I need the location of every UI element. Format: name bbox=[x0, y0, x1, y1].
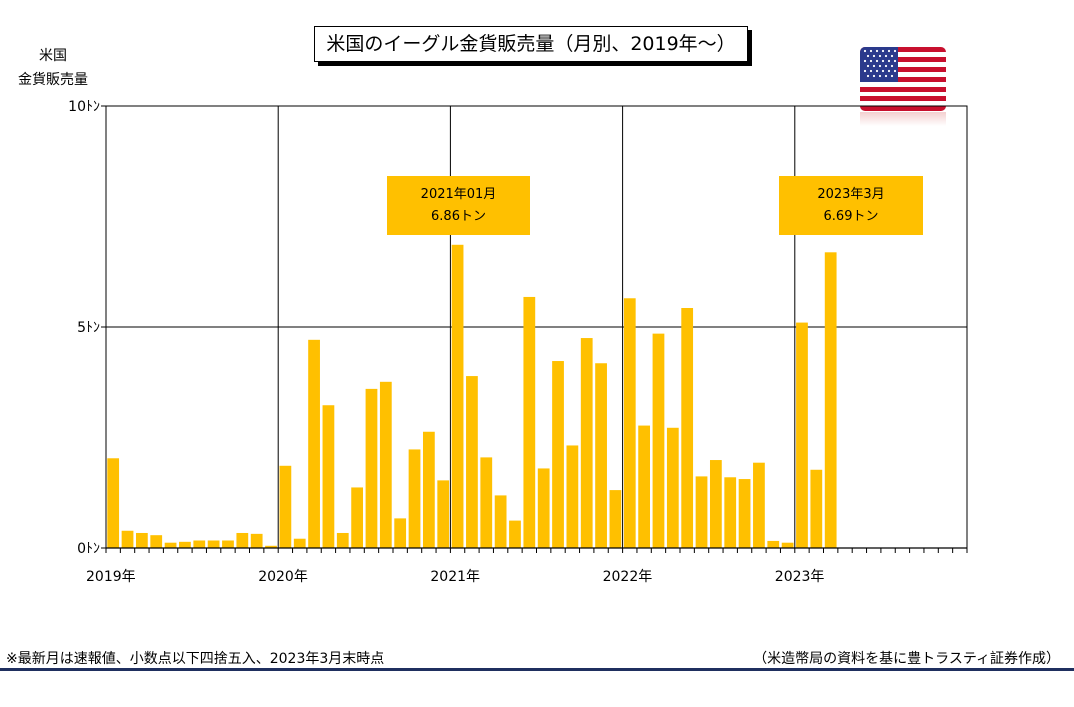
bar bbox=[480, 457, 493, 548]
bar bbox=[566, 445, 579, 548]
y-axis-label-line2: 金貨販売量 bbox=[18, 72, 88, 88]
bar bbox=[150, 535, 163, 548]
bar bbox=[107, 458, 120, 548]
us-flag-icon bbox=[860, 47, 946, 111]
bar bbox=[408, 449, 421, 548]
bar bbox=[336, 532, 349, 548]
x-tick-label: 2021年 bbox=[430, 569, 480, 585]
callout-2023-03: 2023年3月 6.69トン bbox=[779, 176, 923, 235]
x-tick-label: 2022年 bbox=[603, 569, 653, 585]
bar bbox=[193, 540, 206, 548]
bar bbox=[824, 252, 837, 548]
bar bbox=[437, 480, 450, 548]
bar bbox=[537, 468, 550, 548]
bar bbox=[595, 363, 607, 548]
bar bbox=[422, 431, 435, 548]
bar bbox=[796, 322, 808, 548]
bar bbox=[207, 540, 220, 548]
bar bbox=[695, 476, 708, 548]
footer-divider bbox=[0, 668, 1074, 671]
y-axis-label: 米国 金貨販売量 bbox=[8, 44, 98, 92]
bar bbox=[494, 495, 507, 548]
bar bbox=[179, 541, 191, 548]
flag-reflection bbox=[860, 112, 946, 126]
bar bbox=[379, 381, 392, 548]
bar bbox=[580, 338, 593, 548]
callout-2021-01: 2021年01月 6.86トン bbox=[387, 176, 530, 235]
bar bbox=[135, 532, 148, 548]
y-tick-label: 5ﾄﾝ bbox=[77, 320, 100, 336]
bar bbox=[222, 540, 234, 548]
callout-1-line1: 2021年01月 bbox=[420, 187, 497, 202]
bar bbox=[308, 339, 320, 548]
bar bbox=[365, 388, 378, 548]
bar bbox=[552, 361, 564, 548]
bar bbox=[709, 460, 722, 548]
footnote: ※最新月は速報値、小数点以下四捨五入、2023年3月末時点 bbox=[6, 651, 385, 667]
bar bbox=[738, 479, 751, 548]
chart-title: 米国のイーグル金貨販売量（月別、2019年～） bbox=[314, 26, 748, 62]
y-tick-label: 10ﾄﾝ bbox=[68, 99, 100, 115]
bar bbox=[236, 532, 249, 548]
bar bbox=[351, 487, 364, 548]
callout-1-line2: 6.86トン bbox=[431, 209, 486, 224]
bar bbox=[781, 542, 794, 548]
bar bbox=[466, 376, 478, 548]
bar bbox=[681, 307, 694, 548]
bar bbox=[523, 296, 536, 548]
bar bbox=[250, 533, 263, 548]
bar bbox=[451, 244, 464, 548]
x-tick-label: 2020年 bbox=[258, 569, 308, 585]
bar bbox=[810, 469, 823, 548]
bar bbox=[279, 465, 292, 548]
bar bbox=[609, 490, 622, 548]
y-tick-label: 0ﾄﾝ bbox=[77, 541, 100, 557]
bar bbox=[666, 427, 679, 548]
callout-2-line2: 6.69トン bbox=[823, 209, 879, 224]
x-tick-label: 2019年 bbox=[86, 569, 136, 585]
bar bbox=[652, 333, 665, 548]
bar bbox=[753, 462, 765, 548]
bar bbox=[394, 518, 407, 548]
source-note: （米造幣局の資料を基に豊トラスティ証券作成） bbox=[753, 651, 1060, 667]
bar bbox=[767, 540, 780, 548]
bar bbox=[265, 545, 277, 548]
callout-2-line1: 2023年3月 bbox=[817, 187, 885, 202]
bar bbox=[623, 298, 636, 548]
bar bbox=[293, 538, 306, 548]
bar bbox=[322, 405, 335, 548]
x-tick-label: 2023年 bbox=[775, 569, 825, 585]
y-axis-label-line1: 米国 bbox=[39, 48, 67, 64]
bar bbox=[724, 477, 737, 548]
bar bbox=[121, 530, 134, 548]
bar bbox=[164, 542, 177, 548]
bar bbox=[638, 425, 651, 548]
bar bbox=[509, 520, 521, 548]
